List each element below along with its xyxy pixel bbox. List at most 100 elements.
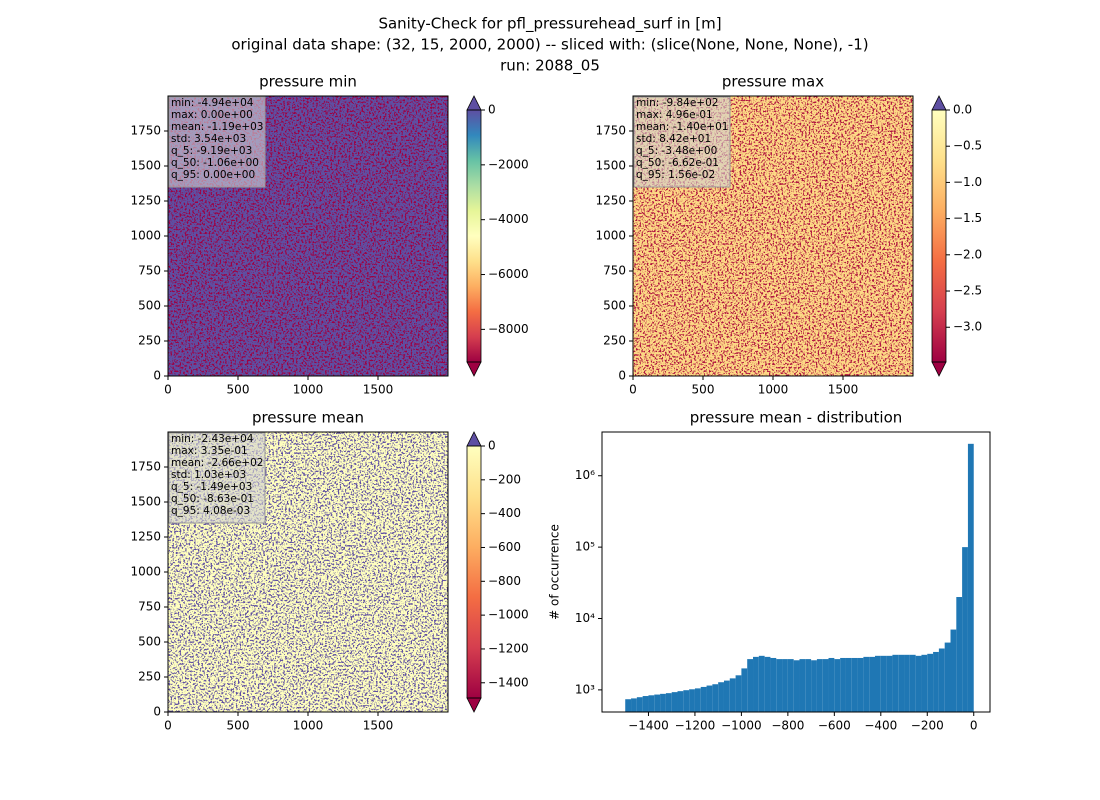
colorbar [467,446,481,698]
stats-text: q_50: -6.62e-01 [636,157,719,169]
stats-text: std: 3.54e+03 [171,133,246,145]
histogram-bar [782,659,788,712]
histogram-bar [776,659,783,712]
histogram-bar [718,682,724,712]
stats-text: std: 1.03e+03 [171,469,246,481]
stats-text: q_5: -9.19e+03 [171,145,252,157]
stats-text: q_5: -1.49e+03 [171,481,252,493]
stats-box [168,432,266,524]
histogram-bar [799,659,806,712]
histogram-bar [950,629,957,712]
axes-frame [167,431,449,713]
y-tick-label: 10³ [575,682,595,696]
histogram-bar [654,694,661,712]
histogram-bar [747,659,754,712]
y-tick-label: 1750 [595,124,626,138]
histogram-bar [712,684,719,712]
y-tick-label: 10⁵ [575,540,595,554]
histogram-bar [729,678,736,712]
histogram-bar [892,654,899,712]
colorbar-tick-label: 0 [488,439,496,453]
histogram-bar [851,657,858,712]
histogram-bar [805,659,812,712]
y-tick-label: 1500 [595,159,626,173]
histogram-bar [683,690,690,712]
colorbar-tick-label: −1.5 [953,211,982,225]
histogram-bar [863,656,870,712]
y-tick-label: 250 [603,334,626,348]
colorbar-tick-label: 0.0 [953,103,972,117]
histogram-bar [764,656,771,712]
stats-text: max: 4.96e-01 [636,109,713,121]
histogram-bar [834,659,841,712]
histogram-bar [927,653,934,712]
histogram-bar [758,655,765,712]
x-tick-label: 1500 [363,719,394,733]
histogram-bar [787,659,794,712]
y-tick-label: 1000 [130,565,161,579]
x-tick-label: −600 [818,719,851,733]
histogram-bar [694,688,701,712]
histogram-bar [840,657,846,712]
histogram-bar [967,443,974,712]
colorbar-tick-label: −1.0 [953,175,982,189]
colorbar-tick-label: −3.0 [953,320,982,334]
stats-text: std: 8.42e+01 [636,133,711,145]
y-tick-label: 750 [603,264,626,278]
histogram-bar [944,642,951,712]
histogram-bar [938,648,945,712]
histogram-bar [648,695,655,712]
colorbar-tick-label: −4000 [488,212,529,226]
histogram-bar [921,654,928,712]
axes-frame [632,95,914,377]
histogram-bar [909,654,916,712]
axes-title: pressure mean [252,409,364,427]
y-tick-label: 10⁴ [575,611,595,625]
x-tick-label: 500 [692,383,715,397]
axes-title: pressure max [722,73,824,91]
colorbar-frame [466,445,482,699]
x-tick-label: −1200 [675,719,716,733]
axes-title: pressure mean - distribution [690,409,903,427]
stats-text: min: -2.43e+04 [171,433,254,445]
histogram-bar [874,655,881,712]
y-tick-label: 750 [138,600,161,614]
x-tick-label: −200 [911,719,944,733]
stats-text: min: -4.94e+04 [171,97,254,109]
colorbar [932,110,946,362]
histogram-bar [886,655,893,712]
stats-text: mean: -1.40e+01 [636,121,728,133]
y-tick-label: 0 [618,369,626,383]
x-tick-label: 0 [164,383,172,397]
histogram-bar [700,686,707,712]
y-tick-label: 1250 [130,194,161,208]
histogram-bar [816,659,823,712]
y-tick-label: 1500 [130,159,161,173]
stats-text: mean: -1.19e+03 [171,121,263,133]
histogram-bar [642,696,649,712]
x-tick-label: −400 [864,719,897,733]
y-tick-label: 0 [153,369,161,383]
histogram-bar [845,657,852,712]
x-tick-label: 1500 [363,383,394,397]
histogram-bar [880,655,887,712]
histogram-bar [689,689,695,712]
x-tick-label: 500 [227,719,250,733]
y-tick-label: 250 [138,334,161,348]
histogram-bar [770,657,777,712]
x-tick-label: 1000 [293,719,324,733]
colorbar-tick-label: −8000 [488,322,529,336]
histogram-bar [677,691,684,712]
figure-title: run: 2088_05 [500,57,600,76]
histogram-bar [665,693,672,712]
histogram-bar [741,668,748,712]
stats-text: min: -9.84e+02 [636,97,718,109]
histogram-bar [956,597,963,712]
axes-frame [167,95,449,377]
y-tick-label: 250 [138,670,161,684]
y-tick-label: 750 [138,264,161,278]
stats-text: max: 0.00e+00 [171,109,253,121]
histogram-bar [753,656,759,712]
colorbar [467,110,481,362]
histogram-bar [869,656,875,712]
